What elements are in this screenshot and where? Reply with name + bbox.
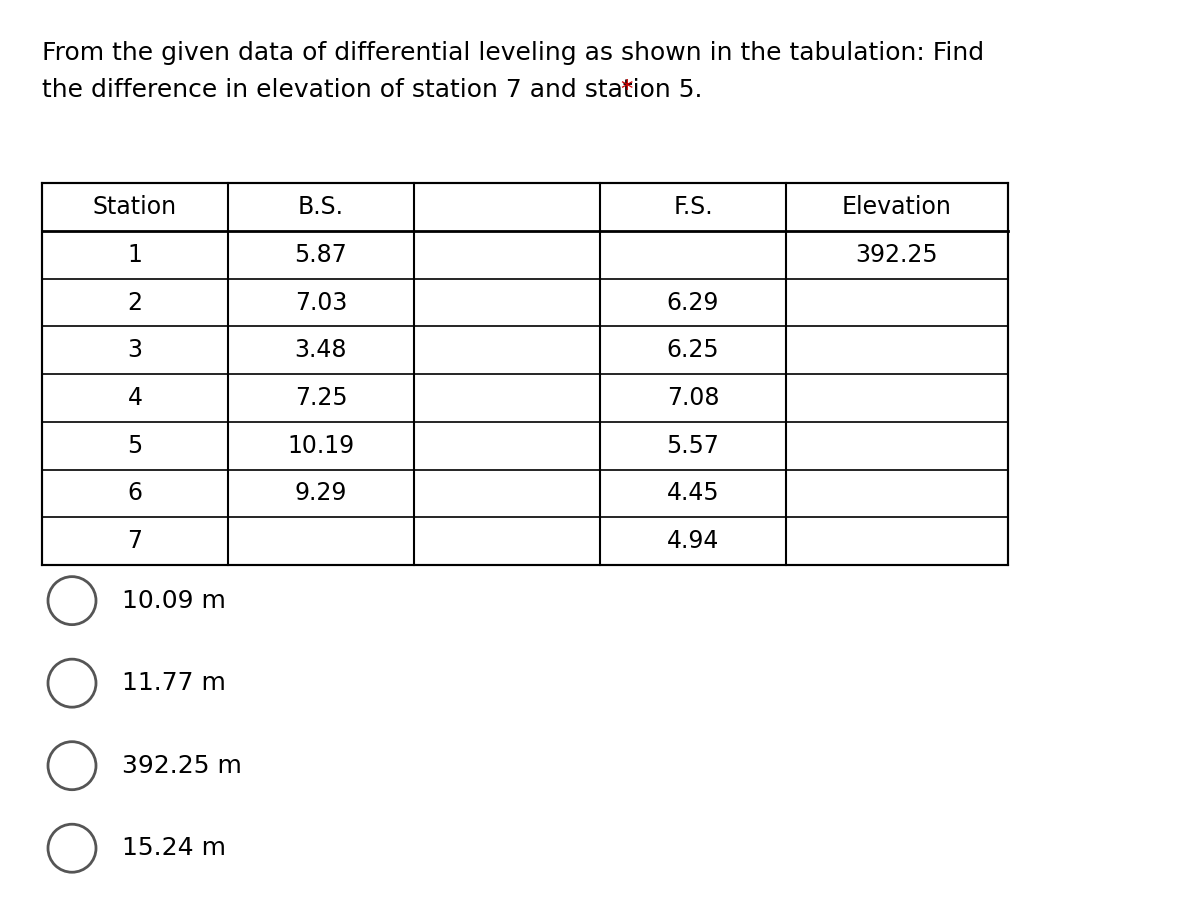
Text: 5.57: 5.57 — [666, 434, 720, 458]
Text: 6: 6 — [127, 481, 143, 505]
Text: *: * — [620, 78, 632, 102]
Text: Station: Station — [92, 195, 178, 219]
Text: From the given data of differential leveling as shown in the tabulation: Find: From the given data of differential leve… — [42, 41, 984, 65]
Text: 3: 3 — [127, 338, 143, 362]
Text: 4: 4 — [127, 386, 143, 410]
Text: 392.25: 392.25 — [856, 243, 938, 267]
Text: 10.19: 10.19 — [288, 434, 354, 458]
Text: 10.09 m: 10.09 m — [122, 589, 227, 613]
Text: 11.77 m: 11.77 m — [122, 671, 227, 695]
Text: 4.45: 4.45 — [667, 481, 719, 505]
Text: 6.25: 6.25 — [667, 338, 719, 362]
Text: 5.87: 5.87 — [295, 243, 347, 267]
Text: 7.08: 7.08 — [667, 386, 719, 410]
Text: 7.25: 7.25 — [295, 386, 347, 410]
Text: 7.03: 7.03 — [295, 291, 347, 315]
Text: 4.94: 4.94 — [667, 529, 719, 553]
Text: 15.24 m: 15.24 m — [122, 836, 227, 860]
Bar — [42, 183, 1008, 565]
Text: 3.48: 3.48 — [295, 338, 347, 362]
Text: the difference in elevation of station 7 and station 5.: the difference in elevation of station 7… — [42, 78, 702, 102]
Text: Elevation: Elevation — [842, 195, 952, 219]
Text: 7: 7 — [127, 529, 143, 553]
Text: 5: 5 — [127, 434, 143, 458]
Text: B.S.: B.S. — [298, 195, 344, 219]
Text: 1: 1 — [127, 243, 143, 267]
Text: 6.29: 6.29 — [667, 291, 719, 315]
Text: F.S.: F.S. — [673, 195, 713, 219]
Text: 392.25 m: 392.25 m — [122, 754, 242, 778]
Text: 9.29: 9.29 — [295, 481, 347, 505]
Text: 2: 2 — [127, 291, 143, 315]
